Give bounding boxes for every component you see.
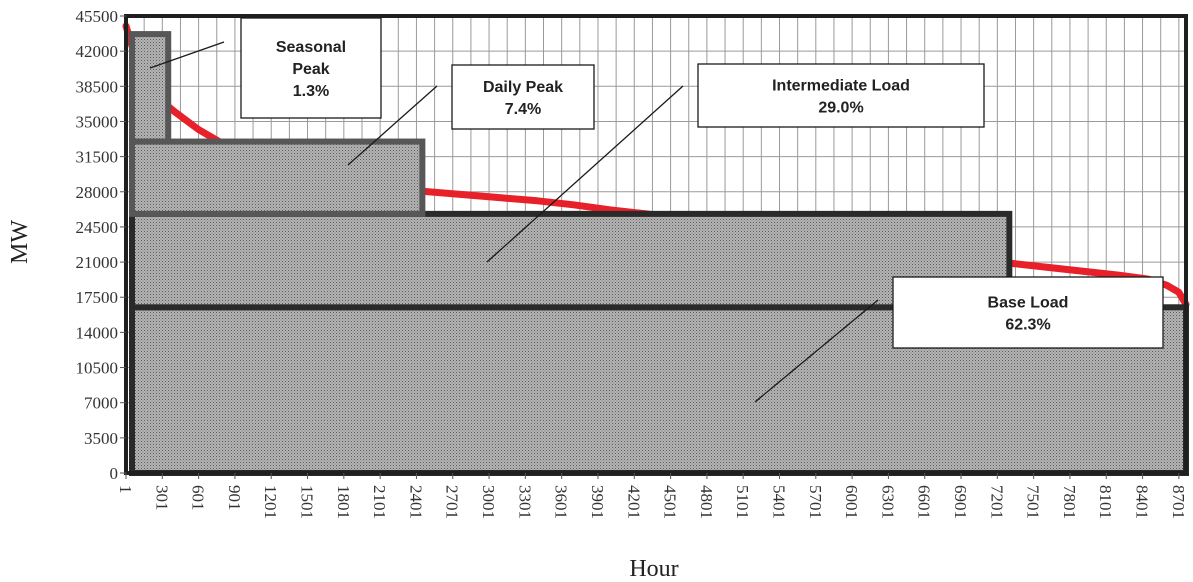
load-block-intermediate-load — [129, 210, 1013, 311]
y-tick-label: 3500 — [84, 429, 118, 448]
x-tick-label: 6901 — [951, 485, 970, 519]
annotation-text-intermediate-load: Intermediate Load — [772, 78, 910, 95]
x-tick-label: 2401 — [406, 485, 425, 519]
leader-line-base-load — [754, 299, 879, 403]
x-tick-label: 1 — [116, 485, 135, 494]
x-tick-label: 4501 — [661, 485, 680, 519]
x-tick-label: 2101 — [370, 485, 389, 519]
x-tick-label: 3001 — [479, 485, 498, 519]
x-tick-label: 6601 — [915, 485, 934, 519]
x-tick-label: 601 — [189, 485, 208, 511]
x-tick-label: 3601 — [552, 485, 571, 519]
y-tick-label: 14000 — [76, 323, 119, 342]
annotation-text-base-load: 62.3% — [1005, 317, 1050, 334]
x-tick-label: 5401 — [769, 485, 788, 519]
x-tick-label: 3901 — [588, 485, 607, 519]
y-tick-label: 24500 — [76, 218, 119, 237]
x-tick-label: 1501 — [298, 485, 317, 519]
annotation-text-seasonal-peak: Seasonal — [276, 39, 346, 56]
x-tick-label: 7801 — [1060, 485, 1079, 519]
annotation-box-base-load — [892, 276, 1164, 349]
annotation-text-base-load: Base Load — [988, 295, 1069, 312]
y-tick-label: 38500 — [76, 77, 119, 96]
x-tick-label: 5101 — [733, 485, 752, 519]
y-axis-ticks: 0 3500 7000 10500 14000 17500 21000 24500 28000 3… — [76, 7, 126, 483]
x-axis-title: Hour — [629, 556, 678, 582]
annotation-text-daily-peak: 7.4% — [505, 101, 541, 118]
x-tick-label: 8101 — [1096, 485, 1115, 519]
x-tick-label: 7201 — [987, 485, 1006, 519]
x-tick-label: 5701 — [806, 485, 825, 519]
x-tick-label: 301 — [152, 485, 171, 511]
annotation-text-daily-peak: Daily Peak — [483, 79, 563, 96]
x-axis-ticks: 1 301 601 901 1201 1501 1801 2101 2401 2701 3001 33… — [116, 473, 1188, 519]
y-tick-label: 7000 — [84, 394, 118, 413]
x-tick-label: 3301 — [515, 485, 534, 519]
plot-frame — [124, 14, 1188, 475]
leader-line-intermediate-load — [486, 85, 684, 263]
x-tick-label: 6001 — [842, 485, 861, 519]
y-tick-label: 45500 — [76, 7, 119, 26]
load-block-daily-peak — [129, 138, 426, 217]
x-tick-label: 1201 — [261, 485, 280, 519]
y-tick-label: 35000 — [76, 112, 119, 131]
x-tick-label: 7501 — [1024, 485, 1043, 519]
x-tick-label: 8701 — [1169, 485, 1188, 519]
x-tick-label: 6301 — [878, 485, 897, 519]
x-tick-label: 8401 — [1133, 485, 1152, 519]
x-tick-label: 4201 — [624, 485, 643, 519]
leader-line-daily-peak — [347, 85, 438, 166]
load-blocks — [129, 31, 1189, 476]
y-axis-title: MW — [7, 220, 33, 264]
annotation-box-intermediate-load — [697, 63, 985, 128]
y-tick-label: 10500 — [76, 359, 119, 378]
annotation-box-daily-peak — [451, 64, 595, 130]
annotation-text-intermediate-load: 29.0% — [818, 100, 863, 117]
x-tick-label: 901 — [225, 485, 244, 511]
annotation-text-seasonal-peak: Peak — [292, 61, 329, 78]
load-block-seasonal-peak — [129, 31, 172, 145]
y-tick-label: 28000 — [76, 183, 119, 202]
y-tick-label: 42000 — [76, 42, 119, 61]
leader-line-seasonal-peak — [149, 41, 225, 69]
x-tick-label: 4801 — [697, 485, 716, 519]
annotations: Seasonal Peak 1.3% Daily Peak 7.4% Intermedia… — [149, 17, 1164, 403]
x-tick-label: 2701 — [443, 485, 462, 519]
y-tick-label: 17500 — [76, 288, 119, 307]
annotation-box-seasonal-peak — [240, 17, 382, 119]
y-tick-label: 31500 — [76, 148, 119, 167]
y-tick-label: 0 — [110, 464, 119, 483]
y-tick-label: 21000 — [76, 253, 119, 272]
x-tick-label: 1801 — [334, 485, 353, 519]
annotation-text-seasonal-peak: 1.3% — [293, 83, 329, 100]
